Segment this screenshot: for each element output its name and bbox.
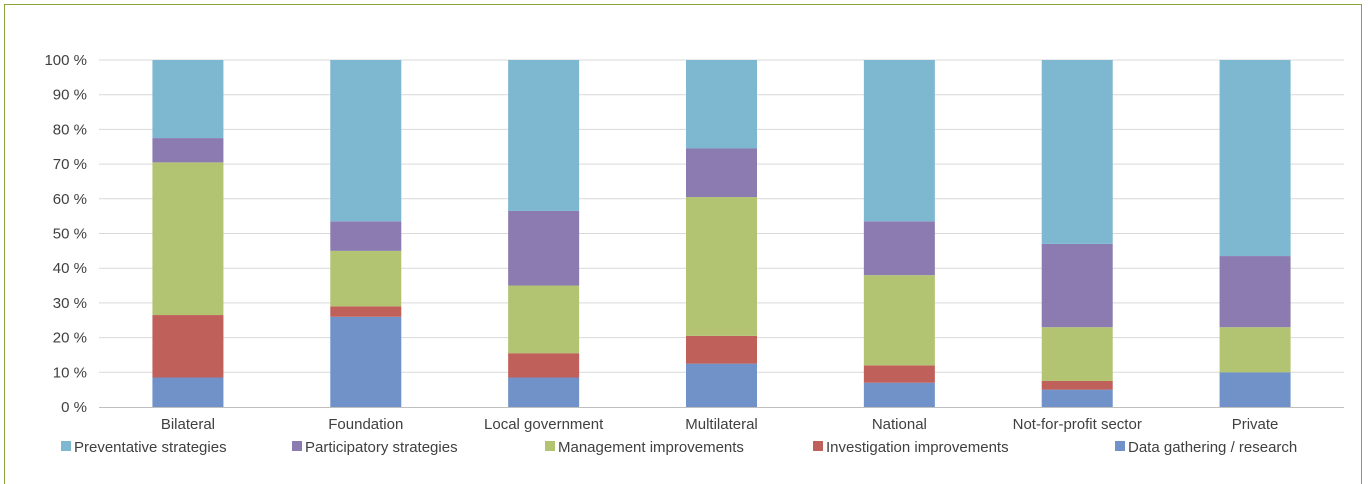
bar-national-participatory-strategies [863, 221, 935, 276]
legend-swatch-data-gathering-research [1115, 441, 1125, 451]
bar-foundation-participatory-strategies [330, 221, 402, 251]
bar-bilateral-data-gathering-research [152, 377, 224, 407]
bar-national-preventative-strategies [863, 60, 935, 222]
legend-swatch-management-improvements [545, 441, 555, 451]
bar-foundation-data-gathering-research [330, 316, 402, 407]
bar-not-for-profit-sector-participatory-strategies [1041, 243, 1113, 328]
category-labels: Bilateral Foundation Local government Multi… [161, 416, 1279, 433]
bar-bilateral-participatory-strategies [152, 138, 224, 163]
y-tick-label: 60 % [53, 191, 87, 208]
legend-label-data-gathering-research: Data gathering / research [1128, 439, 1297, 456]
bar-private-participatory-strategies [1219, 256, 1291, 328]
x-tick-label: Multilateral [685, 416, 758, 433]
y-tick-label: 20 % [53, 330, 87, 347]
legend: Preventative strategies Participatory str… [61, 439, 1297, 456]
bars [152, 60, 1291, 407]
x-tick-label: Local government [484, 416, 604, 433]
bar-multilateral-management-improvements [686, 197, 757, 336]
y-tick-label: 70 % [53, 156, 87, 173]
bar-not-for-profit-sector-investigation-improvements [1041, 380, 1113, 390]
y-tick-label: 80 % [53, 121, 87, 138]
bar-national-data-gathering-research [863, 382, 935, 407]
legend-label-preventative-strategies: Preventative strategies [74, 439, 227, 456]
bar-local-government-preventative-strategies [508, 60, 580, 211]
bar-not-for-profit-sector-data-gathering-research [1041, 389, 1113, 407]
legend-swatch-investigation-improvements [813, 441, 823, 451]
bar-multilateral-data-gathering-research [686, 363, 757, 407]
x-tick-label: Foundation [328, 416, 403, 433]
bar-private-preventative-strategies [1219, 60, 1291, 257]
bar-multilateral-preventative-strategies [686, 60, 757, 149]
x-tick-label: National [872, 416, 927, 433]
bar-bilateral-investigation-improvements [152, 315, 224, 378]
x-tick-label: Not-for-profit sector [1013, 416, 1142, 433]
y-axis-ticks: 0 % 10 % 20 % 30 % 40 % 50 % 60 % 70 % 80 % 90 % 1… [44, 52, 87, 416]
y-tick-label: 40 % [53, 260, 87, 277]
x-tick-label: Bilateral [161, 416, 215, 433]
bar-foundation-investigation-improvements [330, 306, 402, 317]
bar-private-data-gathering-research [1219, 372, 1291, 407]
bar-foundation-management-improvements [330, 250, 402, 307]
y-tick-label: 30 % [53, 295, 87, 312]
chart-frame: 0 % 10 % 20 % 30 % 40 % 50 % 60 % 70 % 80 % 90 % 1… [4, 4, 1362, 484]
bar-not-for-profit-sector-management-improvements [1041, 327, 1113, 381]
bar-national-investigation-improvements [863, 365, 935, 383]
y-tick-label: 50 % [53, 226, 87, 243]
bar-local-government-data-gathering-research [508, 377, 580, 407]
y-tick-label: 10 % [53, 364, 87, 381]
legend-label-management-improvements: Management improvements [558, 439, 744, 456]
y-tick-label: 0 % [61, 399, 87, 416]
bar-not-for-profit-sector-preventative-strategies [1041, 60, 1113, 244]
stacked-bar-chart: 0 % 10 % 20 % 30 % 40 % 50 % 60 % 70 % 80 % 90 % 1… [44, 52, 1344, 456]
bar-foundation-preventative-strategies [330, 60, 402, 222]
y-tick-label: 90 % [53, 87, 87, 104]
bar-private-management-improvements [1219, 327, 1291, 373]
bar-local-government-investigation-improvements [508, 353, 580, 378]
bar-national-management-improvements [863, 275, 935, 366]
bar-local-government-participatory-strategies [508, 210, 580, 286]
bar-bilateral-preventative-strategies [152, 60, 224, 139]
legend-label-participatory-strategies: Participatory strategies [305, 439, 458, 456]
legend-swatch-preventative-strategies [61, 441, 71, 451]
x-tick-label: Private [1232, 416, 1279, 433]
bar-multilateral-investigation-improvements [686, 335, 757, 364]
bar-local-government-management-improvements [508, 285, 580, 354]
y-tick-label: 100 % [44, 52, 87, 69]
legend-swatch-participatory-strategies [292, 441, 302, 451]
bar-bilateral-management-improvements [152, 162, 224, 316]
bar-multilateral-participatory-strategies [686, 148, 757, 198]
legend-label-investigation-improvements: Investigation improvements [826, 439, 1009, 456]
